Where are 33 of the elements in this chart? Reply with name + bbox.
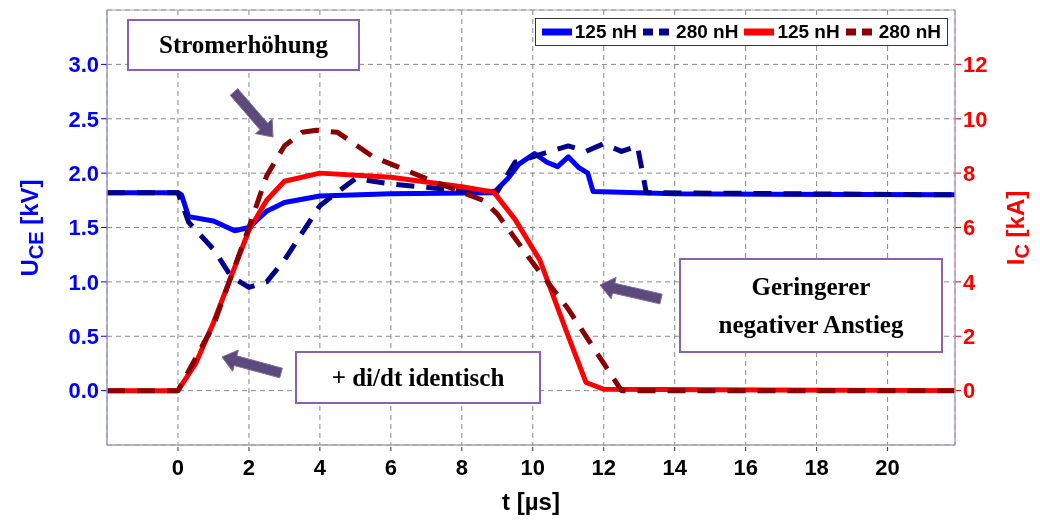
x-axis-title: t [µs] xyxy=(501,488,561,516)
x-tick-label: 14 xyxy=(662,454,688,480)
y-tick-label: 2.0 xyxy=(68,160,99,186)
y-tick-label: 1.0 xyxy=(68,269,99,295)
annotation: Stromerhöhung xyxy=(127,19,360,71)
x-tick-label: 8 xyxy=(455,454,468,480)
y-tick-label: 2.5 xyxy=(68,106,99,132)
y2-tick-label: 0 xyxy=(963,378,976,404)
y-tick-label: 0.0 xyxy=(68,378,99,404)
legend-label: 125 nH xyxy=(574,21,638,43)
x-tick-label: 4 xyxy=(313,454,327,480)
y2-tick-label: 6 xyxy=(963,215,976,241)
legend-label: 125 nH xyxy=(777,21,840,43)
x-tick-label: 10 xyxy=(520,454,546,480)
x-tick-label: 0 xyxy=(171,454,185,480)
y-tick-label: 0.5 xyxy=(68,324,99,350)
y2-tick-label: 12 xyxy=(963,52,988,78)
y2-tick-label: 2 xyxy=(963,324,976,350)
y-tick-label: 1.5 xyxy=(68,215,99,241)
legend-label: 280 nH xyxy=(878,21,941,43)
y2-tick-label: 8 xyxy=(963,160,976,186)
legend-label: 280 nH xyxy=(676,21,739,43)
y2-tick-label: 10 xyxy=(963,106,988,132)
annotation: Geringerer negativer Anstieg xyxy=(679,258,943,353)
x-tick-label: 16 xyxy=(733,454,758,480)
x-tick-label: 2 xyxy=(242,454,256,480)
x-tick-label: 18 xyxy=(804,454,829,480)
annotation: + di/dt identisch xyxy=(295,351,541,404)
y2-tick-label: 4 xyxy=(963,269,976,295)
y-tick-label: 3.0 xyxy=(68,52,99,78)
x-tick-label: 12 xyxy=(591,454,616,480)
x-tick-label: 20 xyxy=(875,454,900,480)
x-tick-label: 6 xyxy=(384,454,397,480)
